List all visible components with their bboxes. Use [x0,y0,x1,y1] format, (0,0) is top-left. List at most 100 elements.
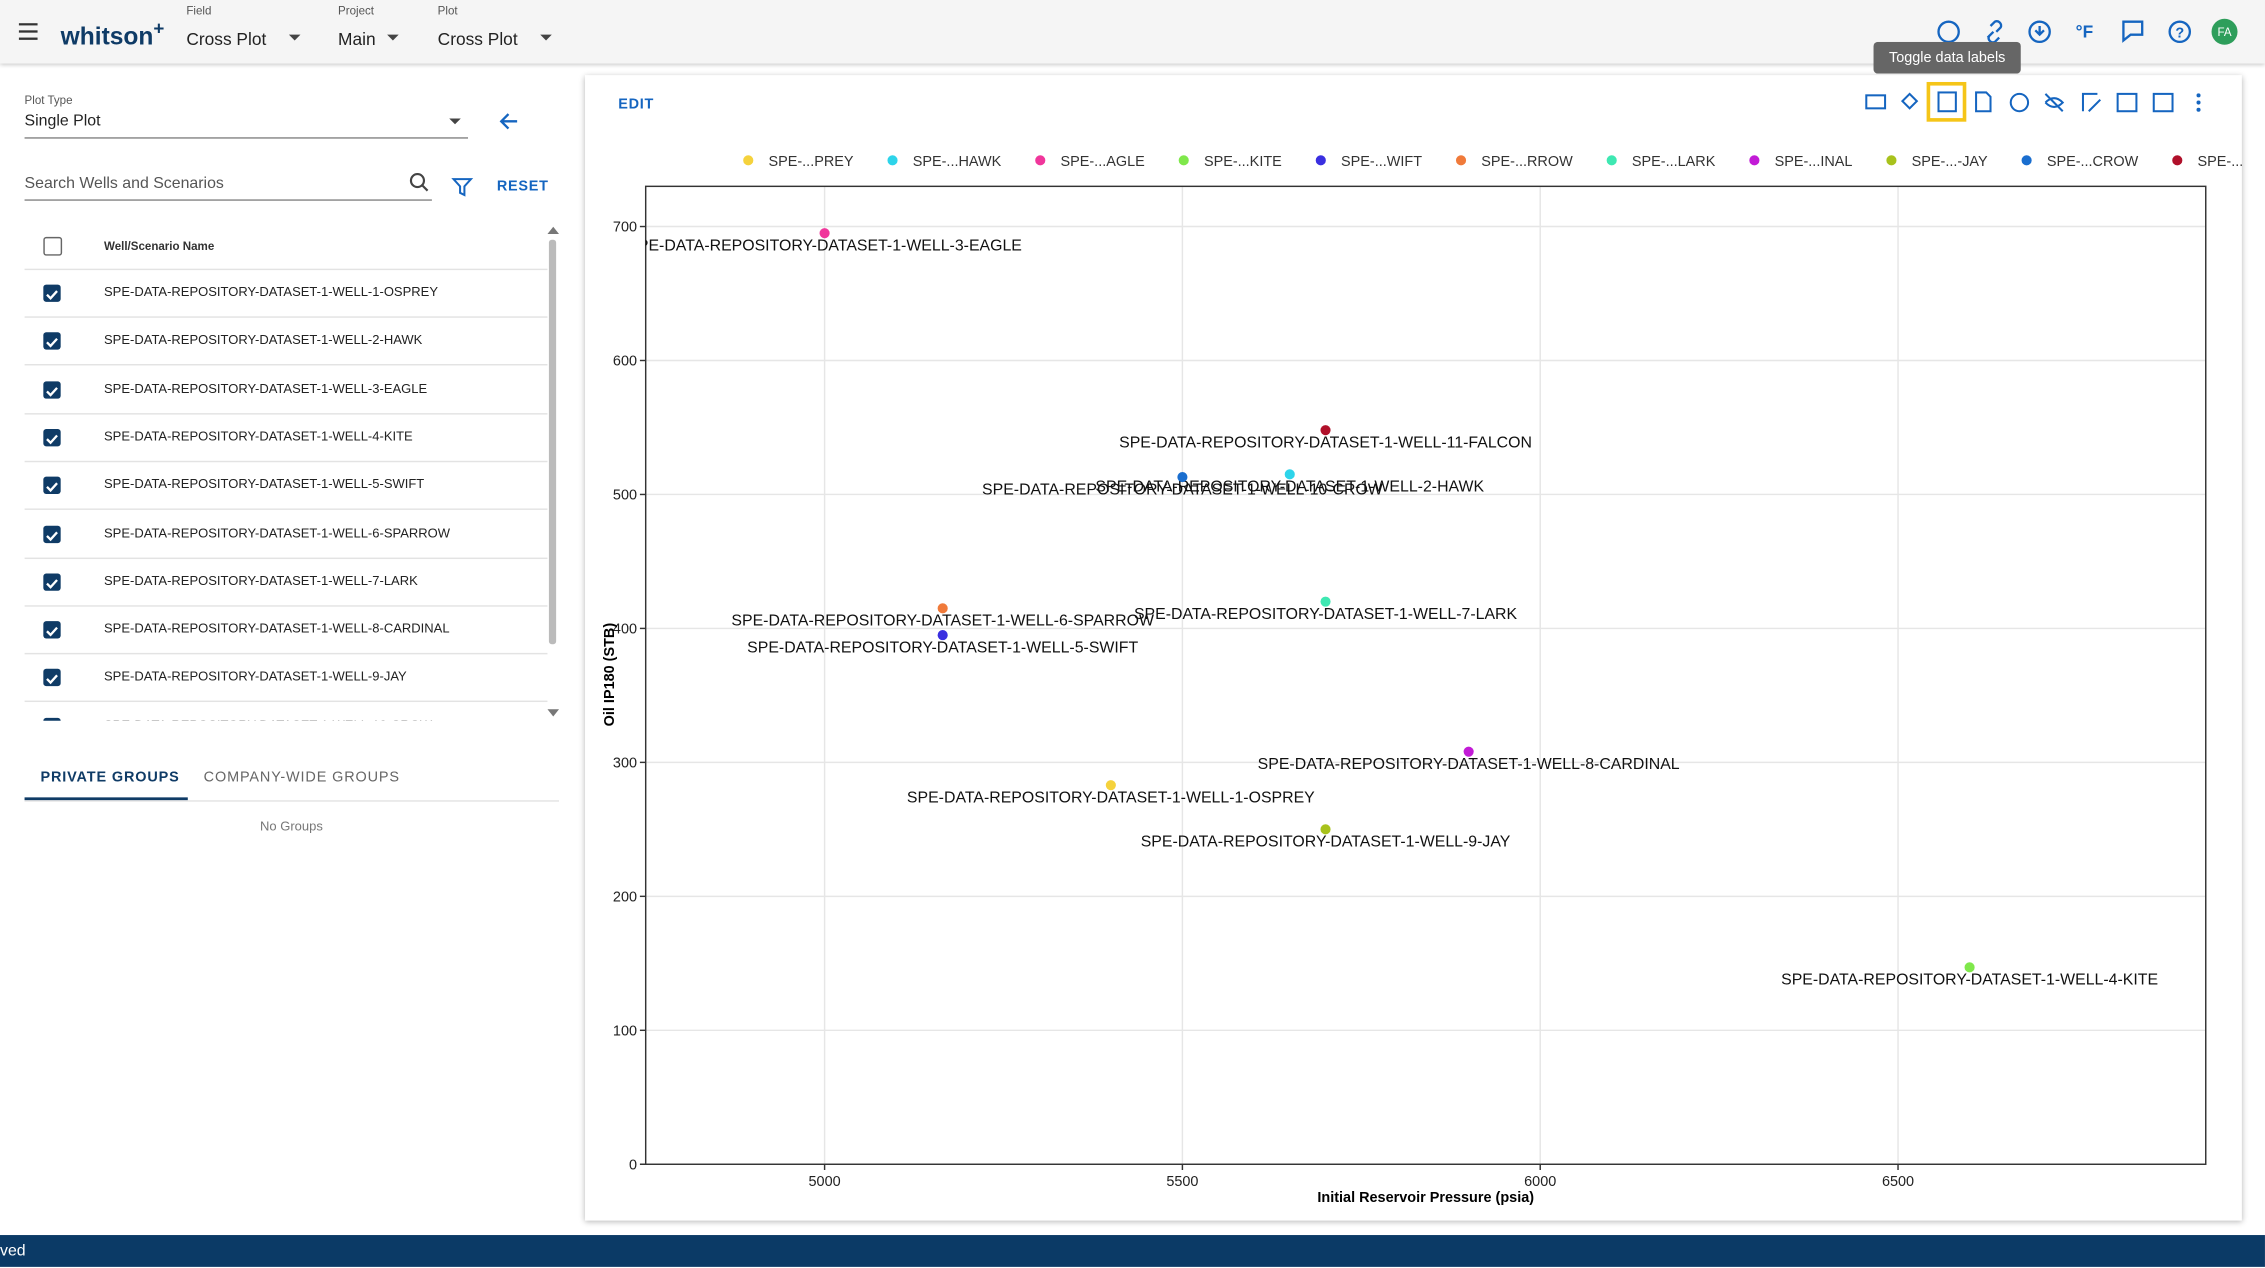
plot-panel: EDIT 5000 5500 6000 6500 0 100 200 30 [585,75,2265,1221]
legend-swatch [1606,155,1617,166]
column-header: Well/Scenario Name [104,239,215,253]
well-checkbox[interactable] [43,284,61,302]
well-row[interactable]: SPE-DATA-REPOSITORY-DATASET-1-WELL-5-SWI… [24,461,548,511]
well-checkbox[interactable] [43,669,61,687]
series: SPE-DATA-REPOSITORY-DATASET-1-WELL-2-HAW… [1095,469,1485,496]
well-name: SPE-DATA-REPOSITORY-DATASET-1-WELL-6-SPA… [104,525,451,540]
check [46,530,58,541]
palette-icon[interactable] [2009,92,2030,113]
scroll-arrows [547,226,560,717]
no-groups: No Groups [260,819,323,834]
well-row[interactable]: SPE-DATA-REPOSITORY-DATASET-1-WELL-1-OSP… [24,269,548,318]
plot-value[interactable]: Cross Plot [437,28,518,50]
link-icon[interactable] [1986,20,2003,44]
well-checkbox[interactable] [43,621,61,639]
point [937,630,948,641]
data-label: SPE-DATA-REPOSITORY-DATASET-1-WELL-10-CR… [982,481,1383,498]
well-row[interactable]: SPE-DATA-REPOSITORY-DATASET-1-WELL-3-EAG… [24,365,548,414]
plot-type-value[interactable]: Single Plot [24,112,101,131]
well-row[interactable]: SPE-DATA-REPOSITORY-DATASET-1-WELL-8-CAR… [24,605,548,655]
series: SPE-DATA-REPOSITORY-DATASET-1-WELL-3-EAG… [646,228,1022,255]
legend-label: SPE-...INAL [1775,154,1853,170]
legend-swatch [1178,155,1189,166]
table-icon[interactable] [2116,92,2138,113]
download-icon[interactable] [2028,20,2051,44]
legend-label: SPE-...RROW [1481,154,1573,170]
well-checkbox[interactable] [43,573,61,591]
project-value[interactable]: Main [338,28,376,50]
menu-icon[interactable] [18,23,39,40]
well-row[interactable]: SPE-DATA-REPOSITORY-DATASET-1-WELL-6-SPA… [24,509,548,559]
scroll-arrow[interactable] [547,226,560,717]
legend-label: SPE-...AGLE [1060,154,1145,170]
brand-mark: + [153,17,165,40]
series: SPE-DATA-REPOSITORY-DATASET-1-WELL-4-KIT… [1781,962,2158,989]
legend-swatch [1749,155,1760,166]
fit-icon[interactable] [2152,92,2174,113]
well-checkbox[interactable] [43,717,61,721]
data-label: SPE-DATA-REPOSITORY-DATASET-1-WELL-7-LAR… [1134,606,1518,623]
well-checkbox[interactable] [43,428,61,447]
header-divider [24,268,548,271]
more-dot[interactable] [2196,107,2201,112]
well-row[interactable]: SPE-DATA-REPOSITORY-DATASET-1-WELL-7-LAR… [24,557,548,607]
x-tick-label: 5500 [1166,1174,1198,1190]
point [1320,425,1331,436]
well-checkbox[interactable] [43,380,61,399]
fill-icon[interactable] [1900,92,1919,110]
annotate-icon[interactable] [2081,92,2102,112]
series: SPE-DATA-REPOSITORY-DATASET-1-WELL-11-FA… [1119,425,1532,451]
scrollbar[interactable] [548,239,557,645]
doc-icon[interactable] [1975,91,1992,113]
more-dot[interactable] [2196,93,2201,98]
data-label: SPE-DATA-REPOSITORY-DATASET-1-WELL-11-FA… [1119,434,1532,451]
filter-icon[interactable] [451,178,474,197]
well-row[interactable]: SPE-DATA-REPOSITORY-DATASET-1-WELL-2-HAW… [24,317,548,366]
help-icon[interactable] [2168,20,2192,44]
more-dot[interactable] [2196,100,2201,105]
feedback-icon[interactable] [2122,20,2144,43]
well-row[interactable]: SPE-DATA-REPOSITORY-DATASET-1-WELL-9-JAY [24,653,548,703]
keyboard-icon[interactable] [1865,94,1887,110]
point [937,603,948,614]
field-value[interactable]: Cross Plot [186,28,267,50]
point [1284,469,1295,480]
tooltip: Toggle data labels [1873,41,2021,74]
search-input[interactable]: Search Wells and Scenarios [24,174,224,193]
well-checkbox[interactable] [43,332,61,350]
plot-frame [644,185,2207,1165]
check [46,338,58,349]
well-name: SPE-DATA-REPOSITORY-DATASET-1-WELL-2-HAW… [104,332,423,348]
data-label: SPE-DATA-REPOSITORY-DATASET-1-WELL-2-HAW… [1095,479,1484,496]
point [1320,596,1331,607]
legend-swatch [887,155,898,166]
globe-icon[interactable] [1937,20,1960,44]
data-labels-icon[interactable] [1937,91,1957,113]
well-row[interactable]: SPE-DATA-REPOSITORY-DATASET-1-WELL-10-CR… [25,702,548,721]
unit-toggle[interactable]: °F [2076,22,2094,42]
private-groups-tab[interactable]: PRIVATE GROUPS [40,769,180,786]
plot-type-arrow[interactable] [449,118,461,125]
reset-button[interactable]: RESET [496,179,549,196]
avatar-circle[interactable] [2211,18,2238,45]
well-name: SPE-DATA-REPOSITORY-DATASET-1-WELL-3-EAG… [104,380,428,396]
series: SPE-DATA-REPOSITORY-DATASET-1-WELL-8-CAR… [1258,746,1680,773]
highlight-box [1926,81,1967,122]
search-icon[interactable] [409,172,426,189]
well-row[interactable]: SPE-DATA-REPOSITORY-DATASET-1-WELL-4-KIT… [24,413,548,463]
company-groups-tab[interactable]: COMPANY-WIDE GROUPS [203,769,400,786]
dropdown-arrows[interactable] [288,34,552,41]
help-mark: ? [2175,26,2184,42]
back-arrow[interactable] [499,113,518,130]
sidebar-icons [409,113,518,197]
data-label: SPE-DATA-REPOSITORY-DATASET-1-WELL-4-KIT… [1781,972,2158,989]
edit-button[interactable]: EDIT [618,96,654,112]
legend-swatch [2021,155,2032,166]
well-checkbox[interactable] [43,476,61,495]
select-all-checkbox[interactable] [43,236,63,256]
well-checkbox[interactable] [43,525,61,543]
hide-icon[interactable] [2044,93,2065,112]
well-name: SPE-DATA-REPOSITORY-DATASET-1-WELL-8-CAR… [104,621,450,636]
well-name: SPE-DATA-REPOSITORY-DATASET-1-WELL-5-SWI… [104,476,425,492]
legend-label: SPE-...KITE [1204,154,1282,170]
